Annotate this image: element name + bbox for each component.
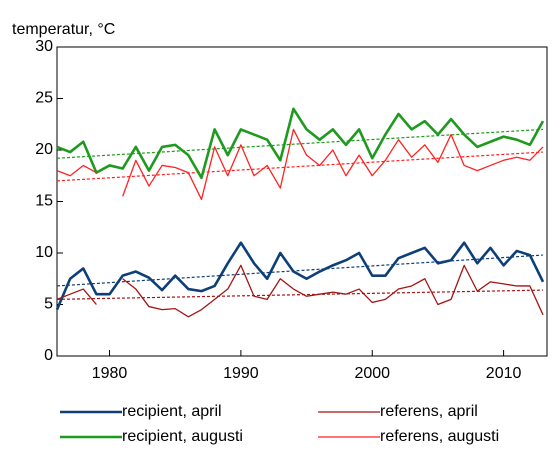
- legend-label: recipient, april: [122, 403, 222, 420]
- y-tick-label: 0: [44, 347, 53, 364]
- x-tick-label: 2010: [486, 365, 522, 382]
- series-line: [56, 107, 545, 180]
- trend-line: [56, 151, 544, 182]
- y-axis-label: temperatur, °C: [12, 21, 115, 38]
- x-tick-label: 1990: [223, 365, 259, 382]
- y-tick-label: 10: [35, 244, 53, 261]
- legend-label: referens, april: [380, 403, 478, 420]
- y-tick-label: 25: [35, 90, 53, 107]
- trend-line: [56, 254, 544, 287]
- series-line: [56, 128, 544, 201]
- series-line: [55, 241, 545, 311]
- y-tick-label: 30: [35, 38, 53, 55]
- legend-label: recipient, augusti: [122, 428, 243, 445]
- y-tick-label: 15: [35, 193, 53, 210]
- x-tick-label: 1980: [92, 365, 128, 382]
- trend-line: [56, 128, 544, 159]
- x-tick-label: 2000: [354, 365, 390, 382]
- trend-line: [56, 289, 544, 300]
- y-tick-label: 5: [44, 296, 53, 313]
- legend-label: referens, augusti: [380, 428, 499, 445]
- plot-frame: [56, 46, 548, 357]
- y-tick-label: 20: [35, 141, 53, 158]
- series-line: [56, 264, 544, 318]
